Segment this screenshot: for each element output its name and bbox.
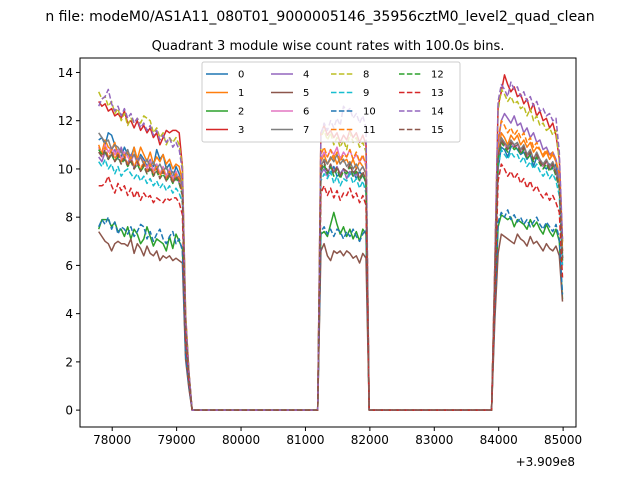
x-tick-label: 83000: [415, 433, 453, 447]
x-tick-label: 82000: [351, 433, 389, 447]
series-line-13: [98, 163, 564, 411]
series-line-5: [98, 231, 564, 411]
x-tick-label: 85000: [544, 433, 582, 447]
y-tick-label: 12: [58, 114, 73, 128]
y-tick-label: 8: [65, 211, 73, 225]
legend-label-4: 4: [303, 70, 309, 81]
plot-frame: [79, 57, 577, 428]
y-tick-label: 10: [58, 162, 73, 176]
series-line-10: [98, 209, 564, 411]
x-offset-label: +3.909e8: [516, 455, 575, 469]
x-tick-label: 78000: [93, 433, 131, 447]
legend-label-3: 3: [238, 125, 244, 136]
series-line-1: [98, 132, 564, 411]
chart-title: Quadrant 3 module wise count rates with …: [152, 39, 505, 54]
figure-suptitle: n file: modeM0/AS1A11_080T01_9000005146_…: [45, 9, 594, 25]
legend-label-10: 10: [363, 107, 376, 118]
series-line-9: [98, 148, 564, 411]
x-axis: 78000 79000 80000 81000 82000 83000 84000 85000: [93, 427, 582, 447]
y-tick-label: 14: [58, 66, 73, 80]
y-tick-label: 6: [65, 259, 73, 273]
y-tick-label: 2: [65, 355, 73, 369]
series-line-15: [98, 139, 564, 411]
y-tick-label: 0: [65, 404, 73, 418]
legend-label-12: 12: [431, 70, 444, 81]
x-tick-label: 81000: [286, 433, 324, 447]
x-tick-label: 84000: [480, 433, 518, 447]
y-axis: 0 2 4 6 8 10 12 14: [58, 66, 80, 418]
legend-label-8: 8: [363, 70, 369, 81]
legend-label-5: 5: [303, 88, 309, 99]
legend-label-9: 9: [363, 88, 369, 99]
legend-label-13: 13: [431, 88, 444, 99]
legend-label-6: 6: [303, 107, 309, 118]
legend-label-7: 7: [303, 125, 309, 136]
legend-label-11: 11: [363, 125, 376, 136]
series-line-7: [98, 132, 564, 411]
legend-label-14: 14: [431, 107, 444, 118]
legend-frame: [201, 61, 461, 143]
legend-label-2: 2: [238, 107, 244, 118]
y-tick-label: 4: [65, 307, 73, 321]
series-line-11: [97, 119, 564, 411]
x-tick-label: 79000: [158, 433, 196, 447]
legend-label-0: 0: [238, 70, 244, 81]
legend-label-15: 15: [431, 125, 444, 136]
legend-label-1: 1: [238, 88, 244, 99]
x-tick-label: 80000: [222, 433, 260, 447]
